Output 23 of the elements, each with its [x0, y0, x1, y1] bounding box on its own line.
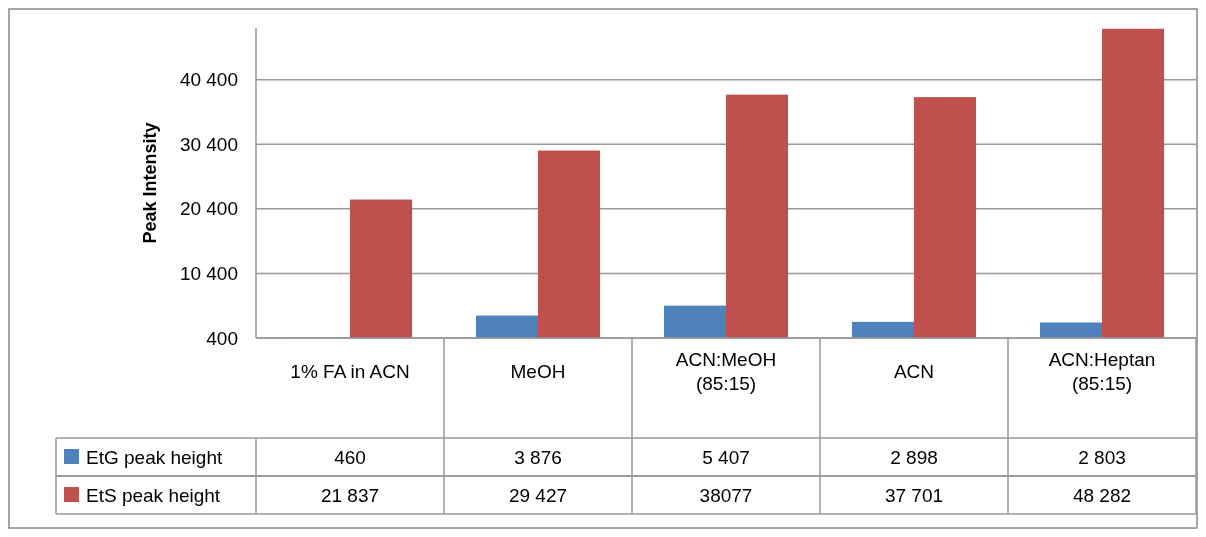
data-label: 38077 — [699, 484, 753, 506]
data-label: 2 898 — [890, 446, 938, 468]
x-tick-label: MeOH — [510, 361, 566, 382]
x-tick-label: ACN:MeOH (85:15) — [675, 349, 777, 394]
legend-label: EtS peak height — [86, 484, 221, 506]
x-tick-label: 1% FA in ACN — [290, 361, 410, 382]
y-axis-title: Peak Intensity — [140, 122, 160, 244]
y-tick-label: 10 400 — [179, 263, 238, 285]
x-tick-label: ACN:Heptan (85:15) — [1048, 349, 1156, 394]
data-label: 460 — [334, 446, 366, 468]
y-tick-label: 400 — [206, 327, 238, 349]
data-label: 5 407 — [702, 446, 750, 468]
data-label: 3 876 — [514, 446, 562, 468]
data-label: 48 282 — [1072, 484, 1132, 506]
data-label: 37 701 — [884, 484, 944, 506]
legend-label: EtG peak height — [86, 446, 223, 468]
data-label: 29 427 — [508, 484, 568, 506]
data-label: 21 837 — [320, 484, 380, 506]
y-tick-label: 40 400 — [179, 69, 238, 91]
data-label: 2 803 — [1078, 446, 1126, 468]
y-tick-label: 30 400 — [179, 133, 238, 155]
y-tick-label: 20 400 — [179, 198, 238, 220]
x-tick-label: ACN — [893, 361, 935, 382]
